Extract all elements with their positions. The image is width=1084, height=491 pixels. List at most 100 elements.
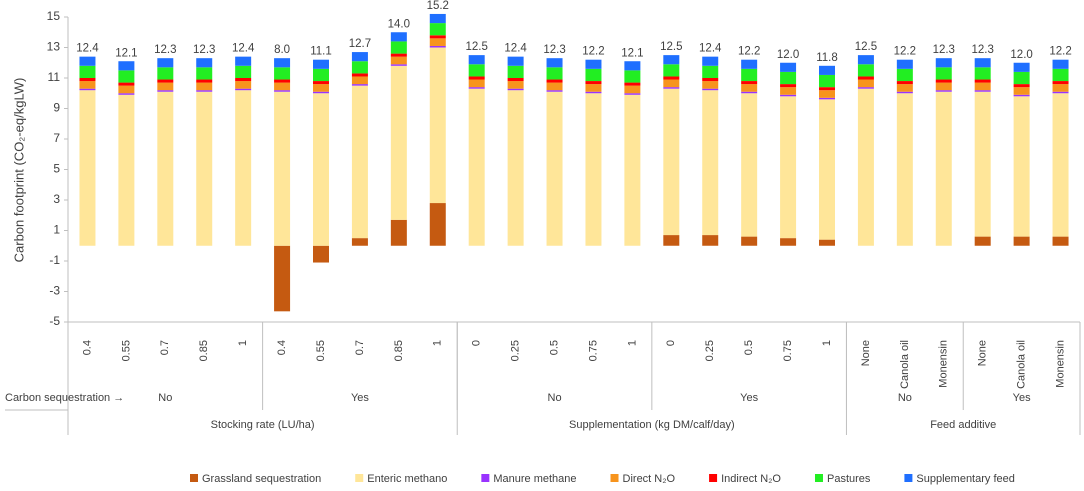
bar-segment [235, 90, 252, 246]
bar-segment [585, 91, 602, 94]
bar-segment [546, 58, 563, 68]
sequestration-label: No [898, 392, 912, 404]
bar-segment [118, 94, 135, 246]
bar-segment [1052, 81, 1069, 85]
total-label: 12.5 [465, 41, 487, 53]
sequestration-label: Yes [351, 392, 369, 404]
bar-segment [819, 87, 835, 91]
bar-segment [935, 91, 952, 246]
bar-segment [390, 53, 407, 57]
bar-segment [507, 81, 524, 89]
legend-swatch [904, 474, 913, 482]
y-tick-label: 11 [48, 70, 61, 84]
bar-segment [196, 79, 213, 83]
bar-segment [857, 76, 874, 80]
legend-swatch [814, 474, 823, 482]
bar-segment [351, 52, 368, 62]
bar-segment [507, 78, 524, 82]
legend-label: Direct N₂O [623, 473, 676, 485]
bar-segment [274, 79, 291, 83]
bar-segment [351, 238, 368, 246]
bar-segment [1052, 59, 1069, 69]
bar-segment [429, 23, 446, 36]
x-tick-label: 0.7 [354, 340, 366, 355]
bar-segment [1013, 71, 1030, 85]
total-label: 12.0 [777, 49, 799, 61]
bar-segment [585, 81, 602, 85]
bar-segment [1052, 236, 1069, 246]
bar-segment [157, 58, 174, 68]
bar-segment [780, 238, 797, 246]
bar-segment [274, 82, 291, 91]
bar-segment [741, 81, 758, 85]
bar-segment [819, 99, 835, 240]
bar-segment [663, 235, 680, 246]
legend-label: Supplementary feed [916, 473, 1014, 485]
total-label: 14.0 [388, 18, 410, 30]
bar-segment [1013, 96, 1030, 237]
bar-segment [896, 91, 913, 94]
bar-segment [313, 245, 329, 263]
bar-segment [819, 97, 835, 100]
bar-segment [1013, 94, 1030, 97]
total-label: 12.3 [193, 44, 215, 56]
bar-segment [313, 81, 329, 85]
total-label: 12.5 [660, 41, 682, 53]
x-tick-label: 0.5 [548, 340, 560, 355]
bar-segment [624, 94, 641, 246]
x-tick-label: None [977, 340, 989, 366]
legend-swatch [709, 474, 718, 482]
bar-segment [857, 55, 874, 65]
y-tick-label: 7 [53, 131, 60, 145]
bar-segment [79, 81, 96, 89]
bar-segment [896, 81, 913, 85]
bar-segment [274, 91, 291, 246]
bar-segment [702, 81, 719, 89]
bar-segment [157, 82, 174, 91]
bar-segment [780, 94, 797, 97]
bar-segment [663, 76, 680, 80]
y-tick-label: -3 [49, 284, 60, 298]
bar-segment [780, 62, 797, 72]
bar-segment [351, 85, 368, 239]
bar-segment [585, 84, 602, 92]
bar-segment [780, 71, 797, 85]
y-tick-label: 9 [53, 101, 60, 115]
bar-segment [935, 58, 952, 68]
bar-segment [390, 65, 407, 220]
bar-segment [235, 78, 252, 82]
x-tick-label: 0.55 [315, 340, 327, 361]
bar-segment [390, 64, 407, 66]
bar-segment [313, 68, 329, 82]
bar-segment [624, 70, 641, 83]
total-label: 12.3 [933, 44, 955, 56]
factor-label: Supplementation (kg DM/calf/day) [569, 419, 735, 431]
x-tick-label: 0.25 [510, 340, 522, 361]
x-tick-label: 0 [471, 340, 483, 346]
total-label: 12.4 [232, 43, 255, 55]
bar-segment [546, 79, 563, 83]
bar-segment [1013, 236, 1030, 246]
bar-segment [196, 58, 213, 68]
bar-segment [780, 87, 797, 95]
bar-segment [896, 93, 913, 246]
bar-segment [235, 81, 252, 89]
bar-segment [429, 203, 446, 246]
y-tick-label: -1 [49, 253, 60, 267]
bar-segment [857, 79, 874, 88]
total-label: 12.4 [76, 43, 99, 55]
total-label: 12.2 [894, 46, 916, 58]
bar-segment [624, 93, 641, 95]
total-label: 12.3 [971, 44, 993, 56]
bar-segment [468, 87, 485, 89]
bar-segment [741, 236, 758, 246]
bar-segment [118, 85, 135, 94]
x-tick-label: 0.4 [81, 340, 93, 355]
bar-segment [274, 67, 291, 80]
bar-segment [546, 90, 563, 92]
bar-segment [663, 88, 680, 236]
bar-segment [780, 84, 797, 88]
bar-segment [79, 56, 96, 66]
bar-segment [935, 79, 952, 83]
bar-segment [1052, 91, 1069, 94]
